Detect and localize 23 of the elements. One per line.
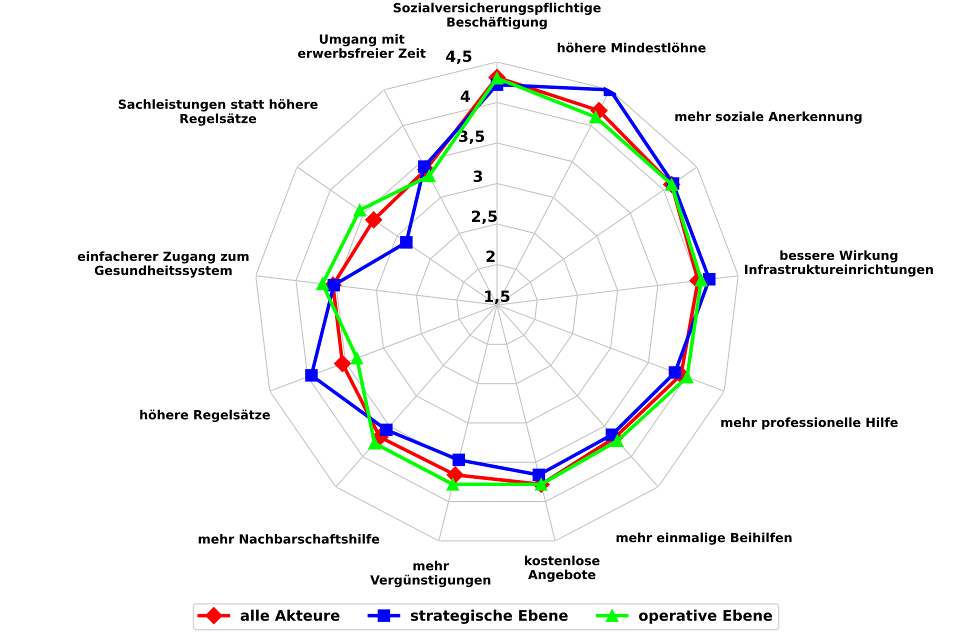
spoke-label: höhere Mindestlöhne: [558, 42, 706, 52]
spoke-label: Sachleistungen statt höhere Regelsätze: [118, 99, 318, 126]
spoke-label: mehr einmalige Beihilfen: [616, 532, 792, 545]
y-tick-label: 2: [486, 250, 495, 262]
legend-label: operative Ebene: [639, 610, 772, 624]
spoke-label: bessere Wirkung Infrastruktureinrichtungen: [745, 250, 933, 277]
spoke-label: kostenlose Angebote: [524, 556, 600, 582]
legend-label: strategische Ebene: [410, 610, 568, 624]
y-tick-label: 4,5: [446, 50, 472, 64]
spoke-label: mehr Nachbarschaftshilfe: [198, 534, 380, 544]
spoke-label: einfacherer Zugang zum Gesundheitssystem: [78, 251, 249, 278]
spoke-label: höhere Regelsätze: [140, 410, 270, 422]
y-tick-label: 3: [474, 170, 482, 182]
spoke-label: mehr professionelle Hilfe: [721, 417, 898, 430]
spoke-label: mehr soziale Anerkennung: [675, 112, 862, 124]
y-tick-label: 4: [460, 90, 470, 102]
y-tick-label: 2,5: [472, 210, 497, 224]
spoke-label: mehr Vergünstigungen: [370, 560, 490, 588]
y-tick-label: 1,5: [485, 290, 510, 304]
y-tick-label: 3,5: [459, 130, 484, 144]
spoke-label: Umgang mit erwerbsfreier Zeit: [298, 34, 426, 58]
legend-label: alle Akteure: [240, 610, 340, 621]
spoke-label: Sozialversicherungspflichtige Beschäftigung: [394, 2, 601, 30]
